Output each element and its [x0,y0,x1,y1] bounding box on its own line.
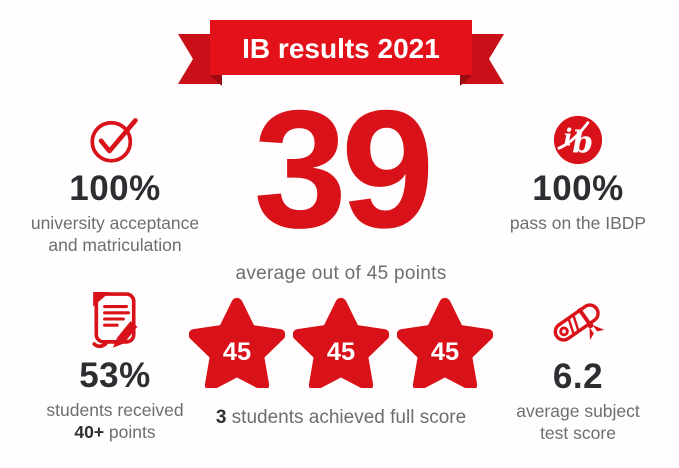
star-score-value: 45 [431,338,459,366]
stat-label-line1: pass on the IBDP [509,212,647,233]
stat-subject-score: 6.2 average subject test score [471,290,679,444]
stat-label: students received 40+ points [8,399,222,444]
stars-caption-rest: students achieved full score [226,407,467,428]
stat-label-line1: university acceptance [30,212,200,233]
stat-average-points: 39 average out of 45 points [206,75,476,285]
banner-ribbon: IB results 2021 [176,20,506,105]
document-pencil-icon [92,291,138,349]
banner-title: IB results 2021 [242,33,440,64]
stat-label-line2-rest: points [104,421,156,442]
stat-university-acceptance: 100% university acceptance and matricula… [8,112,222,256]
svg-text:b: b [572,125,593,160]
stars-row: 45 45 45 [186,296,496,393]
star-icon: 45 [292,297,390,391]
stat-label-line2-bold: 40+ [74,421,105,442]
stat-label-line2: test score [540,422,616,443]
check-circle-icon [90,118,138,163]
diploma-icon [553,303,605,342]
stars-caption-bold: 3 [215,407,227,428]
average-score-value: 39 [253,75,435,263]
stat-label: university acceptance and matriculation [8,212,222,257]
stat-label-line2: and matriculation [48,234,182,255]
stat-value: 6.2 [552,357,604,396]
ib-logo-icon: i b [553,115,603,165]
stat-value: 100% [69,169,161,208]
stat-value: 100% [532,169,624,208]
average-score-label: average out of 45 points [235,262,447,284]
stat-label-line1: students received [46,399,184,420]
star-icon: 45 [397,297,494,391]
svg-text:i: i [564,125,573,152]
star-score-value: 45 [222,338,250,366]
star-icon: 45 [188,297,285,391]
stat-ibdp-pass: i b 100% pass on the IBDP [471,112,679,234]
stat-label: average subject test score [471,400,679,445]
stat-label: pass on the IBDP [471,212,679,234]
stat-full-score: 45 45 45 3 students achieved full score [186,296,496,429]
stat-value: 53% [79,356,151,395]
stars-caption: 3 students achieved full score [186,407,496,429]
stat-40plus-points: 53% students received 40+ points [8,288,222,443]
star-score-value: 45 [327,338,355,366]
ribbon-icon: IB results 2021 [178,20,504,86]
stat-label-line1: average subject [516,400,640,421]
